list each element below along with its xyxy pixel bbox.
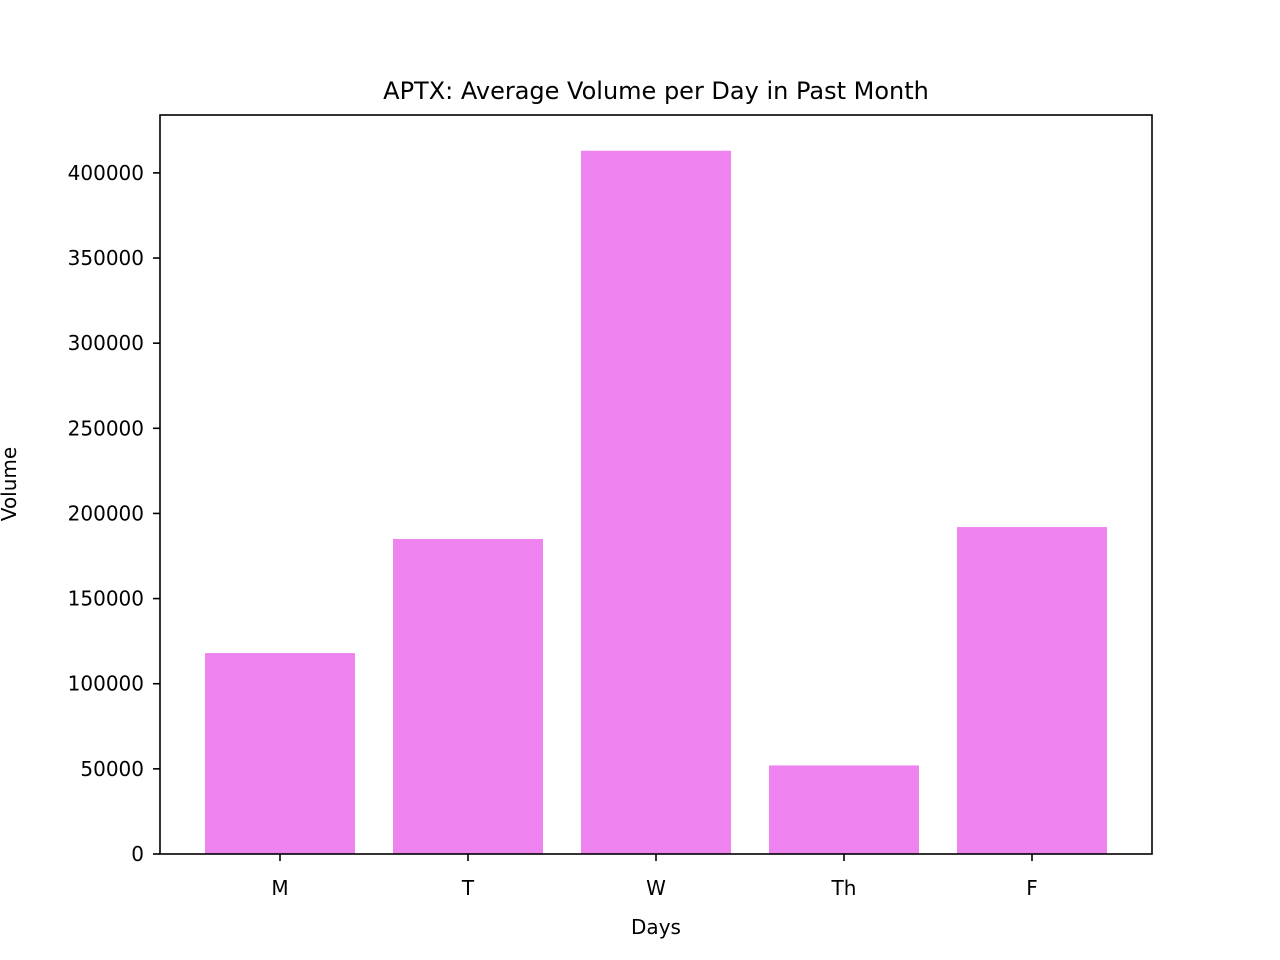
chart-title: APTX: Average Volume per Day in Past Mon… bbox=[383, 77, 929, 105]
y-axis-ticks: 0 50000 100000 150000 200000 250000 300000 3500… bbox=[68, 161, 160, 866]
x-tick-label: Th bbox=[831, 876, 857, 900]
bar-m bbox=[205, 653, 355, 854]
y-axis-label: Volume bbox=[0, 447, 21, 521]
bar-w bbox=[581, 150, 731, 855]
y-tick-label: 250000 bbox=[68, 416, 144, 440]
x-tick-label: T bbox=[461, 876, 475, 900]
y-tick-label: 50000 bbox=[80, 757, 144, 781]
y-tick-label: 200000 bbox=[68, 501, 144, 525]
bar-f bbox=[957, 527, 1107, 854]
x-tick-label: M bbox=[271, 876, 288, 900]
bars-group bbox=[205, 150, 1107, 855]
y-tick-label: 150000 bbox=[68, 587, 144, 611]
y-tick-label: 350000 bbox=[68, 246, 144, 270]
y-tick-label: 400000 bbox=[68, 161, 144, 185]
bar-th bbox=[769, 765, 919, 854]
x-axis-label: Days bbox=[631, 915, 681, 939]
bar-t bbox=[393, 538, 543, 854]
x-axis-ticks: M T W Th F bbox=[271, 854, 1038, 900]
y-tick-label: 100000 bbox=[68, 672, 144, 696]
x-tick-label: W bbox=[646, 876, 666, 900]
y-tick-label: 0 bbox=[131, 842, 144, 866]
x-tick-label: F bbox=[1026, 876, 1038, 900]
y-tick-label: 300000 bbox=[68, 331, 144, 355]
plot-area-frame bbox=[159, 114, 1153, 855]
